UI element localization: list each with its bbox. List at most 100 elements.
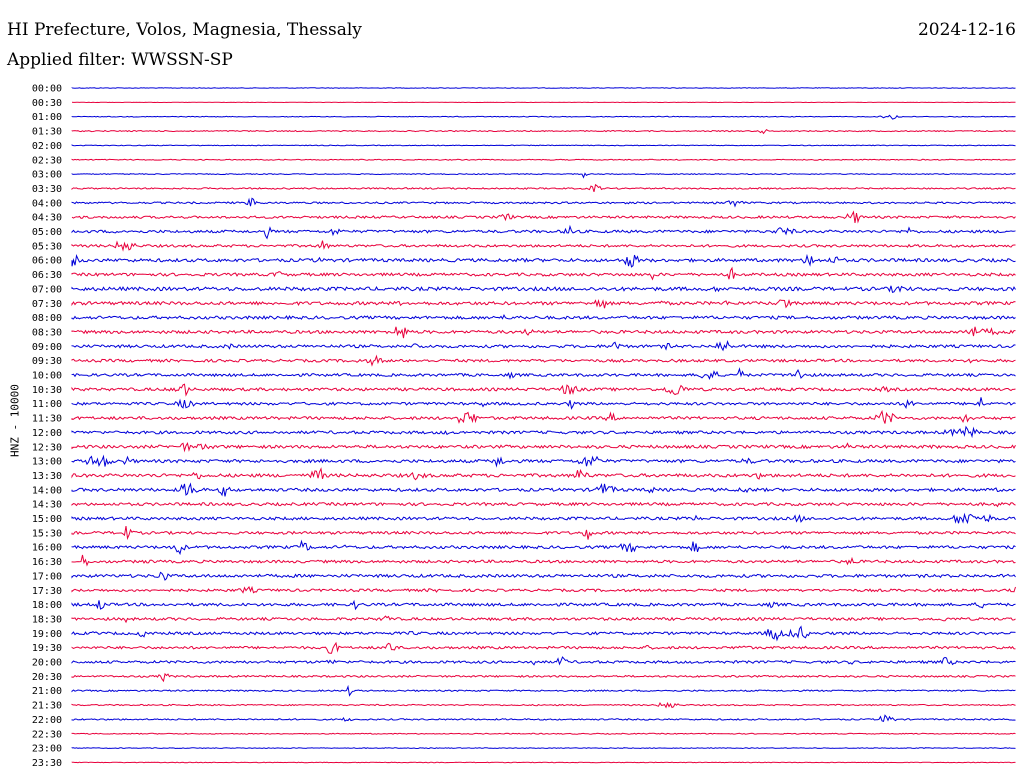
row-label: 03:30	[32, 184, 62, 195]
trace-row	[71, 298, 1016, 309]
trace-row	[71, 554, 1016, 567]
trace-row	[71, 224, 1016, 240]
row-label: 20:00	[32, 658, 62, 669]
row-label: 14:00	[32, 485, 62, 496]
row-label: 16:00	[32, 543, 62, 554]
row-label: 16:30	[32, 557, 62, 568]
trace-row	[71, 326, 1016, 339]
trace-row	[71, 684, 1016, 697]
trace-row	[71, 539, 1016, 556]
trace-row	[71, 615, 1016, 624]
trace-row	[71, 266, 1016, 281]
row-label: 21:30	[32, 701, 62, 712]
row-label: 03:00	[32, 170, 62, 181]
trace-row	[71, 442, 1016, 453]
row-label: 23:00	[32, 744, 62, 755]
station-title: HI Prefecture, Volos, Magnesia, Thessaly	[7, 20, 362, 40]
trace-row	[71, 158, 1016, 161]
row-label: 17:00	[32, 571, 62, 582]
row-label: 02:00	[32, 141, 62, 152]
trace-row	[71, 367, 1016, 380]
trace-row	[71, 285, 1016, 293]
trace-row	[71, 467, 1016, 481]
row-label: 19:30	[32, 643, 62, 654]
row-label: 22:30	[32, 729, 62, 740]
trace-row	[71, 253, 1016, 268]
trace-row	[71, 501, 1016, 508]
trace-row	[71, 701, 1016, 709]
row-label: 02:30	[32, 155, 62, 166]
trace-row	[71, 656, 1016, 666]
trace-row	[71, 571, 1016, 581]
trace-row	[71, 210, 1016, 224]
row-label: 12:30	[32, 442, 62, 453]
trace-row	[71, 354, 1016, 367]
trace-row	[71, 714, 1016, 723]
row-label: 01:30	[32, 127, 62, 138]
row-label: 07:00	[32, 284, 62, 295]
row-label: 09:30	[32, 356, 62, 367]
row-label: 18:00	[32, 600, 62, 611]
row-label: 15:30	[32, 528, 62, 539]
row-label: 14:30	[32, 500, 62, 511]
applied-filter: Applied filter: WWSSN-SP	[7, 50, 233, 70]
row-label: 13:30	[32, 471, 62, 482]
trace-row	[71, 672, 1016, 683]
row-label: 09:00	[32, 342, 62, 353]
row-label: 08:00	[32, 313, 62, 324]
row-label: 12:00	[32, 428, 62, 439]
row-label: 07:30	[32, 299, 62, 310]
row-label: 23:30	[32, 758, 62, 769]
row-label: 19:00	[32, 629, 62, 640]
trace-row	[71, 383, 1016, 397]
trace-row	[71, 425, 1016, 439]
trace-row	[71, 585, 1016, 594]
row-label: 13:00	[32, 457, 62, 468]
trace-row	[71, 397, 1016, 410]
row-label: 05:30	[32, 241, 62, 252]
trace-row	[71, 512, 1016, 525]
row-label: 06:30	[32, 270, 62, 281]
row-label: 10:00	[32, 371, 62, 382]
trace-row	[71, 114, 1016, 120]
trace-row	[71, 339, 1016, 352]
trace-row	[71, 482, 1016, 497]
row-label: 20:30	[32, 672, 62, 683]
trace-row	[71, 732, 1016, 735]
trace-row	[71, 172, 1016, 179]
trace-row	[71, 197, 1016, 208]
trace-row	[71, 761, 1016, 764]
seismic-traces	[71, 87, 1016, 764]
trace-row	[71, 87, 1016, 89]
row-label: 08:30	[32, 327, 62, 338]
trace-row	[71, 129, 1016, 135]
record-date: 2024-12-16	[917, 20, 1016, 40]
row-label: 22:00	[32, 715, 62, 726]
row-labels: 00:00 00:30 01:00 01:30 02:00 02:30 03:00 03:30…	[32, 84, 62, 769]
row-label: 11:00	[32, 399, 62, 410]
row-label: 05:00	[32, 227, 62, 238]
trace-row	[71, 599, 1016, 611]
row-label: 00:30	[32, 98, 62, 109]
row-label: 01:00	[32, 112, 62, 123]
trace-row	[71, 526, 1016, 541]
trace-row	[71, 641, 1016, 654]
row-label: 04:30	[32, 213, 62, 224]
trace-row	[71, 409, 1016, 424]
trace-row	[71, 144, 1016, 147]
row-label: 17:30	[32, 586, 62, 597]
trace-row	[71, 240, 1016, 252]
row-label: 21:00	[32, 686, 62, 697]
row-label: 15:00	[32, 514, 62, 525]
trace-row	[71, 454, 1016, 468]
row-label: 10:30	[32, 385, 62, 396]
trace-row	[71, 747, 1016, 750]
trace-row	[71, 183, 1016, 193]
trace-row	[71, 625, 1016, 642]
row-label: 04:00	[32, 198, 62, 209]
row-label: 11:30	[32, 414, 62, 425]
row-label: 00:00	[32, 84, 62, 95]
trace-row	[71, 313, 1016, 321]
row-label: 06:00	[32, 256, 62, 267]
